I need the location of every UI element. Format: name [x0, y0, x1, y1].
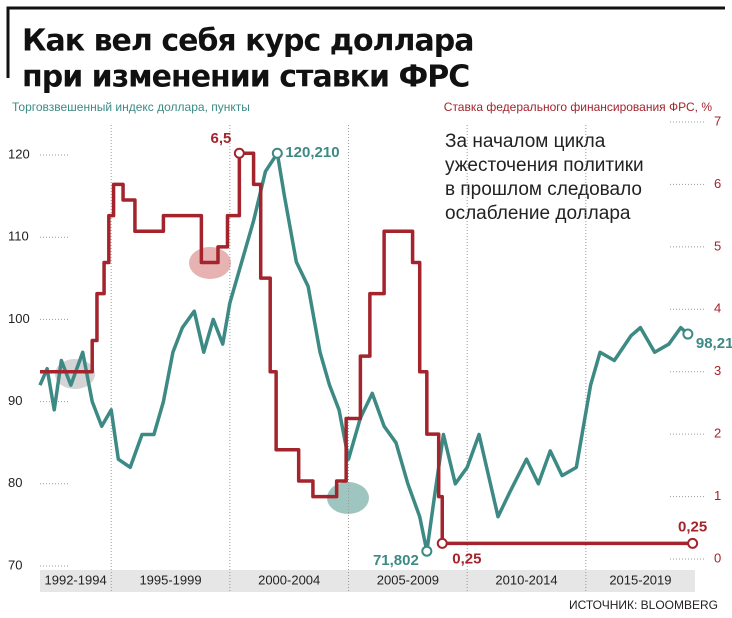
y2-tick-label: 5	[714, 238, 721, 253]
y2-tick-label: 6	[714, 176, 721, 191]
y-tick-label: 70	[8, 557, 22, 572]
point-marker	[687, 537, 699, 549]
title-line: Как вел себя курс доллара	[22, 24, 473, 59]
annotation-line: ужесточения политики	[445, 155, 644, 176]
period-label: 1992-1994	[45, 572, 107, 587]
annotation-line: в прошлом следовало	[445, 179, 642, 200]
value-label: 0,25	[678, 518, 707, 535]
series-line	[38, 151, 690, 553]
y-tick-label: 90	[8, 393, 22, 408]
y2-tick-label: 3	[714, 363, 721, 378]
y2-tick-label: 2	[714, 426, 721, 441]
point-marker	[271, 147, 283, 159]
point-marker	[682, 328, 694, 340]
y-tick-label: 80	[8, 475, 22, 490]
value-label: 120,210	[285, 144, 339, 161]
y-tick-label: 100	[8, 311, 30, 326]
point-marker	[233, 147, 245, 159]
value-label: 6,5	[210, 130, 231, 147]
source: ИСТОЧНИК: BLOOMBERG	[569, 598, 718, 612]
y-tick-label: 120	[8, 146, 30, 161]
value-label: 71,802	[373, 552, 419, 569]
period-label: 2005-2009	[377, 572, 439, 587]
y-axis-label: Торговзвешенный индекс доллара, пункты	[12, 100, 250, 114]
x-axis-band	[40, 570, 695, 592]
frame	[6, 6, 725, 78]
y2-tick-label: 4	[714, 301, 721, 316]
y2-tick-label: 0	[714, 550, 721, 565]
value-label: 98,217	[696, 335, 732, 352]
y-tick-label: 110	[8, 229, 29, 244]
y2-tick-label: 1	[714, 488, 721, 503]
annotation-line: За началом цикла	[445, 131, 606, 152]
point-marker	[436, 537, 448, 549]
value-label: 0,25	[452, 550, 481, 567]
series-line	[40, 151, 693, 546]
title-line: при изменении ставки ФРС	[22, 60, 469, 95]
period-label: 2010-2014	[495, 572, 557, 587]
period-label: 2000-2004	[258, 572, 320, 587]
y2-tick-label: 7	[714, 113, 721, 128]
point-marker	[421, 545, 433, 557]
period-label: 2015-2019	[609, 572, 671, 587]
annotation-line: ослабление доллара	[445, 203, 631, 224]
y2-axis-label: Ставка федерального финансирования ФРС, …	[444, 100, 713, 114]
period-label: 1995-1999	[139, 572, 201, 587]
